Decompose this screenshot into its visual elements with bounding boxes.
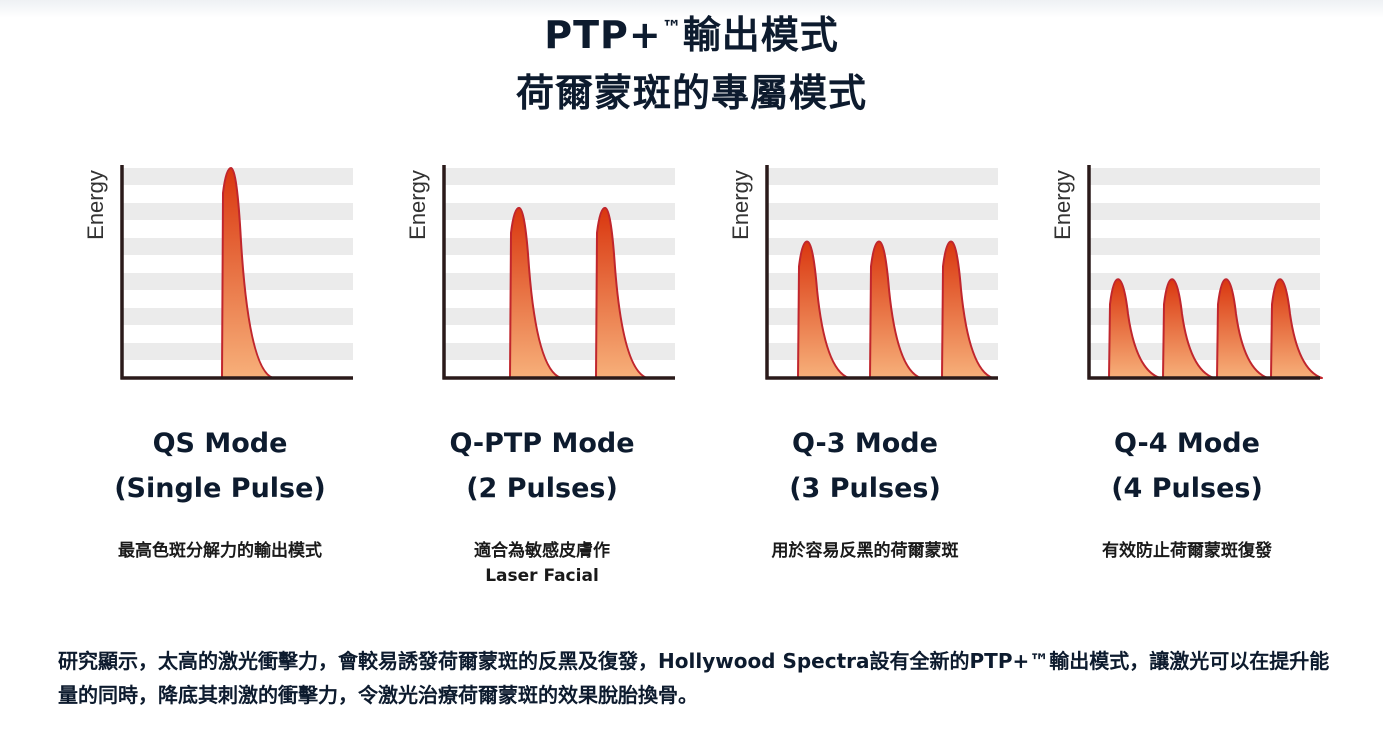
pulse-1 [1108, 278, 1161, 379]
mode-panel-q4: Energy Q-4 Mode (4 Pulses) 有效防止荷爾蒙斑復發 [1037, 150, 1337, 600]
page-subtitle: 荷爾蒙斑的專屬模式 [515, 71, 867, 115]
grid-band [444, 238, 675, 255]
mode-description: 有效防止荷爾蒙斑復發 [1102, 541, 1272, 561]
page-title: PTP+™輸出模式 [0, 4, 1383, 59]
grid-band [1089, 273, 1320, 290]
mode-pulse-count: (3 Pulses) [789, 473, 941, 504]
research-note: 研究顯示，太高的激光衝擊力，會較易誘發荷爾蒙斑的反黑及復發，Hollywood … [58, 649, 1330, 707]
pulse-chart-q3: Energy [728, 165, 998, 380]
pulse-2 [595, 206, 648, 379]
pulse-chart-qs: Energy [83, 165, 353, 380]
grid-band [444, 168, 675, 185]
grid-band [122, 168, 353, 185]
grid-band [1089, 203, 1320, 220]
y-axis-label: Energy [728, 170, 753, 240]
mode-pulse-count: (4 Pulses) [1111, 473, 1263, 504]
mode-title: QS Mode [152, 428, 288, 459]
title-suffix: 輸出模式 [682, 13, 839, 57]
grid-band [1089, 238, 1320, 255]
mode-panel-q3: Energy Q-3 Mode (3 Pulses) 用於容易反黑的荷爾蒙斑 [715, 150, 1015, 600]
y-axis-label: Energy [83, 170, 108, 240]
grid-band [444, 343, 675, 360]
pulse-4 [1270, 278, 1323, 379]
mode-title: Q-PTP Mode [449, 428, 635, 459]
mode-pulse-count: (2 Pulses) [466, 473, 618, 504]
mode-pulse-count: (Single Pulse) [114, 473, 326, 504]
pulse-3 [1216, 278, 1269, 379]
pulse-2 [869, 240, 922, 379]
trademark-symbol: ™ [661, 15, 683, 40]
pulse-chart-q4: Energy [1050, 165, 1323, 380]
pulse-chart-q-ptp: Energy [405, 165, 675, 380]
mode-panel-q-ptp: Energy Q-PTP Mode (2 Pulses) 適合為敏感皮膚作 La… [392, 150, 692, 600]
mode-description: 用於容易反黑的荷爾蒙斑 [771, 541, 959, 561]
grid-band [444, 203, 675, 220]
y-axis-label: Energy [1050, 170, 1075, 240]
title-prefix: PTP+ [544, 13, 662, 57]
mode-description: 最高色斑分解力的輸出模式 [118, 541, 322, 561]
mode-panel-qs: Energy QS Mode (Single Pulse) 最高色斑分解力的輸出… [70, 150, 370, 600]
grid-band [1089, 308, 1320, 325]
grid-band [1089, 168, 1320, 185]
pulse-1 [797, 240, 850, 379]
y-axis-label: Energy [405, 170, 430, 240]
top-shadow [0, 0, 1383, 18]
pulse-2 [1162, 278, 1215, 379]
pulse-1 [509, 206, 562, 379]
grid-band [444, 273, 675, 290]
pulse-3 [941, 240, 994, 379]
grid-band [767, 168, 998, 185]
grid-band [444, 308, 675, 325]
grid-band [1089, 343, 1320, 360]
mode-description: 適合為敏感皮膚作 [474, 541, 610, 561]
grid-band [767, 203, 998, 220]
mode-title: Q-4 Mode [1114, 428, 1260, 459]
mode-description-extra: Laser Facial [485, 566, 599, 586]
pulse-1 [221, 167, 274, 379]
mode-title: Q-3 Mode [792, 428, 938, 459]
